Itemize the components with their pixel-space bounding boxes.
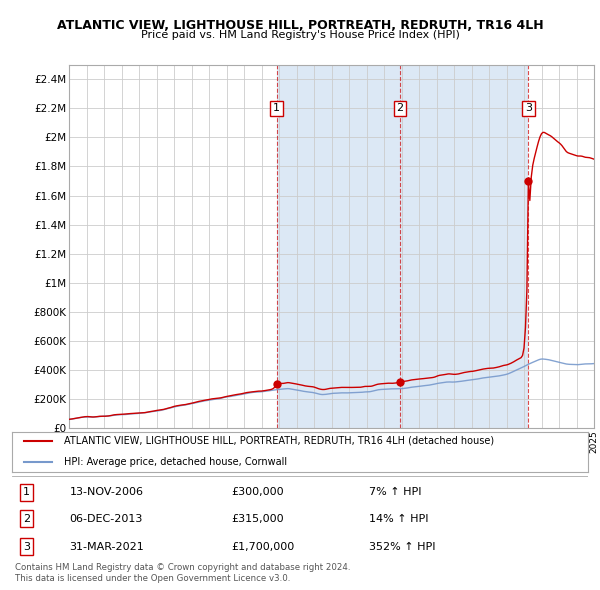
Text: HPI: Average price, detached house, Cornwall: HPI: Average price, detached house, Corn… bbox=[64, 457, 287, 467]
Text: 3: 3 bbox=[525, 103, 532, 113]
Text: 2: 2 bbox=[23, 514, 30, 523]
Text: £1,700,000: £1,700,000 bbox=[231, 542, 294, 552]
Text: £300,000: £300,000 bbox=[231, 487, 284, 497]
Text: 1: 1 bbox=[23, 487, 30, 497]
Text: 7% ↑ HPI: 7% ↑ HPI bbox=[369, 487, 422, 497]
Text: This data is licensed under the Open Government Licence v3.0.: This data is licensed under the Open Gov… bbox=[15, 574, 290, 583]
Text: 13-NOV-2006: 13-NOV-2006 bbox=[70, 487, 143, 497]
Text: 06-DEC-2013: 06-DEC-2013 bbox=[70, 514, 143, 523]
Bar bbox=[277, 65, 529, 428]
Text: £315,000: £315,000 bbox=[231, 514, 284, 523]
Text: 2: 2 bbox=[397, 103, 404, 113]
Text: 3: 3 bbox=[23, 542, 30, 552]
Text: 352% ↑ HPI: 352% ↑ HPI bbox=[369, 542, 436, 552]
Text: Price paid vs. HM Land Registry's House Price Index (HPI): Price paid vs. HM Land Registry's House … bbox=[140, 30, 460, 40]
Text: 14% ↑ HPI: 14% ↑ HPI bbox=[369, 514, 428, 523]
Text: 1: 1 bbox=[273, 103, 280, 113]
Text: Contains HM Land Registry data © Crown copyright and database right 2024.: Contains HM Land Registry data © Crown c… bbox=[15, 563, 350, 572]
Text: ATLANTIC VIEW, LIGHTHOUSE HILL, PORTREATH, REDRUTH, TR16 4LH (detached house): ATLANTIC VIEW, LIGHTHOUSE HILL, PORTREAT… bbox=[64, 435, 494, 445]
Text: 31-MAR-2021: 31-MAR-2021 bbox=[70, 542, 145, 552]
Text: ATLANTIC VIEW, LIGHTHOUSE HILL, PORTREATH, REDRUTH, TR16 4LH: ATLANTIC VIEW, LIGHTHOUSE HILL, PORTREAT… bbox=[56, 19, 544, 32]
